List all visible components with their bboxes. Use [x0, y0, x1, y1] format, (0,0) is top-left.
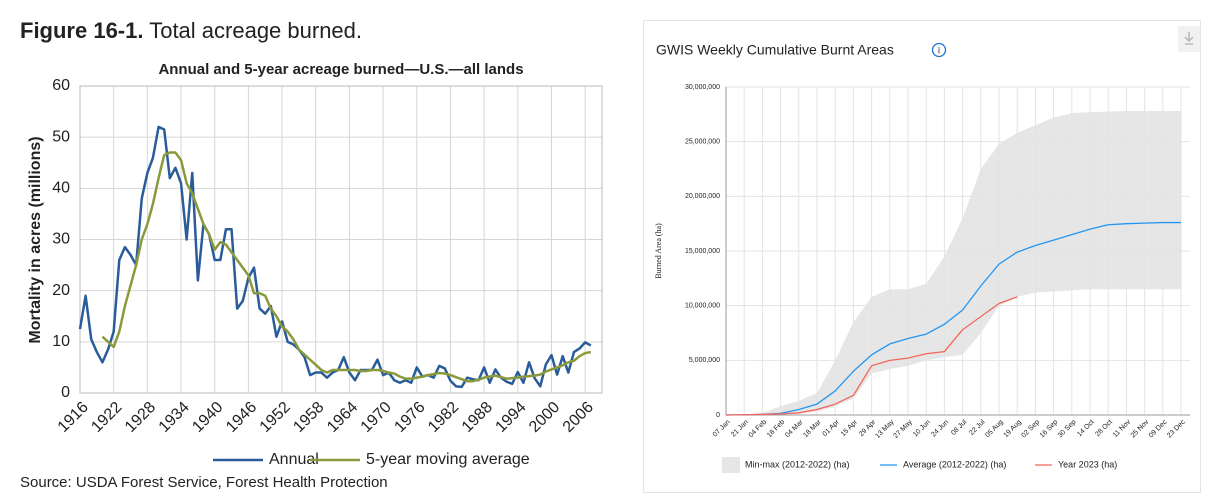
y-tick-label: 10,000,000	[685, 303, 720, 310]
x-tick-label: 1916	[55, 399, 92, 436]
y-axis-label: Mortality in acres (millions)	[27, 136, 44, 343]
x-tick-label: 1934	[156, 399, 193, 436]
x-tick-label: 2006	[560, 399, 597, 436]
y-tick-label: 20	[52, 282, 70, 299]
x-tick-label: 2000	[526, 399, 563, 436]
y-tick-label: 10	[52, 333, 70, 350]
chart-title: Annual and 5-year acreage burned—U.S.—al…	[158, 61, 523, 78]
figure-caption: Figure 16-1. Total acreage burned.	[20, 18, 362, 43]
legend-label: Annual	[269, 451, 319, 468]
y-tick-label: 15,000,000	[685, 248, 720, 255]
x-tick-label: 1994	[492, 399, 529, 436]
y-tick-label: 5,000,000	[689, 357, 720, 364]
download-icon	[1184, 32, 1194, 45]
line	[101, 151, 591, 383]
x-tick-label: 1958	[290, 399, 327, 436]
svg-text:i: i	[938, 45, 940, 55]
y-tick-label: 60	[52, 77, 70, 94]
figure-label: Figure 16-1.	[20, 18, 143, 43]
x-tick-label: 1952	[257, 399, 294, 436]
y-tick-label: 40	[52, 180, 70, 197]
line	[725, 221, 1181, 416]
chart-title: GWIS Weekly Cumulative Burnt Areas	[656, 42, 894, 58]
y-tick-label: 0	[716, 412, 720, 419]
x-tick-label: 1970	[358, 399, 395, 436]
y-tick-label: 20,000,000	[685, 193, 720, 200]
y-tick-label: 50	[52, 128, 70, 145]
legend-label: Year 2023 (ha)	[1058, 459, 1117, 469]
caption: Total acreage burned.	[149, 18, 362, 43]
source: Source: USDA Forest Service, Forest Heal…	[20, 474, 388, 491]
x-tick-label: 1976	[391, 399, 428, 436]
legend-label: 5-year moving average	[366, 451, 530, 468]
x-tick-label: 1922	[88, 399, 125, 436]
y-tick-label: 25,000,000	[685, 139, 720, 146]
y-axis-label: Burned Area (ha)	[654, 223, 663, 279]
x-tick-label: 1982	[425, 399, 462, 436]
y-tick-label: 0	[61, 384, 70, 401]
line	[725, 296, 1018, 416]
legend-swatch	[722, 457, 740, 473]
x-tick-label: 1928	[122, 399, 159, 436]
legend-label: Min-max (2012-2022) (ha)	[745, 459, 850, 469]
y-tick-label: 30	[52, 231, 70, 248]
plot-frame	[79, 85, 603, 394]
x-tick-label: 1940	[189, 399, 226, 436]
band	[726, 111, 1181, 415]
y-tick-label: 30,000,000	[685, 84, 720, 91]
legend-label: Average (2012-2022) (ha)	[903, 459, 1006, 469]
info-icon[interactable]: i	[931, 42, 947, 58]
x-tick-label: 1964	[324, 399, 361, 436]
x-tick-label: 1988	[459, 399, 496, 436]
x-tick-label: 1946	[223, 399, 260, 436]
line	[78, 125, 592, 389]
